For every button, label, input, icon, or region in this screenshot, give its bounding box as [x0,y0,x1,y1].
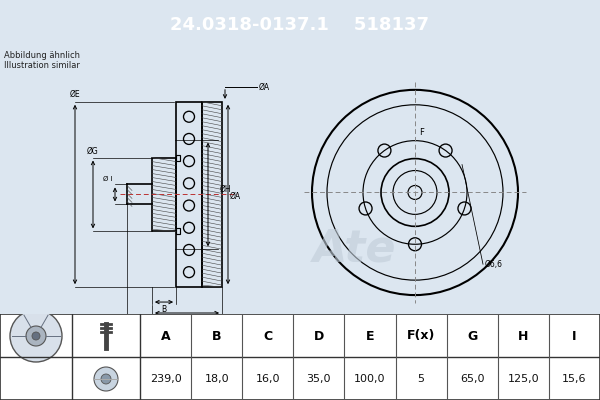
Circle shape [32,332,40,340]
Text: A: A [161,330,170,342]
Text: Ø I: Ø I [103,176,113,182]
Bar [202,102,222,287]
Bar [152,158,176,231]
Text: 239,0: 239,0 [149,374,181,384]
Circle shape [10,310,62,362]
Text: 5: 5 [418,374,425,384]
Text: E: E [366,330,374,342]
Text: C: C [263,330,272,342]
Circle shape [94,367,118,391]
Text: 15,6: 15,6 [562,374,587,384]
Text: ØG: ØG [87,146,99,156]
Text: ØE: ØE [70,90,80,99]
Text: Abbildung ähnlich: Abbildung ähnlich [4,51,80,60]
Text: 16,0: 16,0 [256,374,280,384]
Text: 100,0: 100,0 [354,374,386,384]
Text: 65,0: 65,0 [460,374,484,384]
Circle shape [101,374,111,384]
Text: I: I [572,330,577,342]
Bar [176,102,202,287]
Circle shape [26,326,46,346]
Text: Ø6,6: Ø6,6 [485,260,503,269]
Text: 125,0: 125,0 [508,374,539,384]
Text: F(x): F(x) [407,330,435,342]
Text: 18,0: 18,0 [205,374,229,384]
Text: 24.0318-0137.1    518137: 24.0318-0137.1 518137 [170,16,430,34]
Text: G: G [467,330,478,342]
Text: D: D [149,327,154,336]
Bar [176,228,180,234]
Text: ØA: ØA [230,192,241,201]
Text: F: F [419,128,424,137]
Text: Ate: Ate [313,228,397,271]
Text: B: B [161,305,167,314]
Text: 35,0: 35,0 [307,374,331,384]
Text: C (MTH): C (MTH) [179,316,211,325]
Bar [176,155,180,160]
Text: Illustration similar: Illustration similar [4,61,80,70]
Text: D: D [314,330,324,342]
Text: H: H [518,330,529,342]
Text: B: B [212,330,221,342]
Text: ØA: ØA [259,82,270,91]
Text: ØH: ØH [220,185,232,194]
